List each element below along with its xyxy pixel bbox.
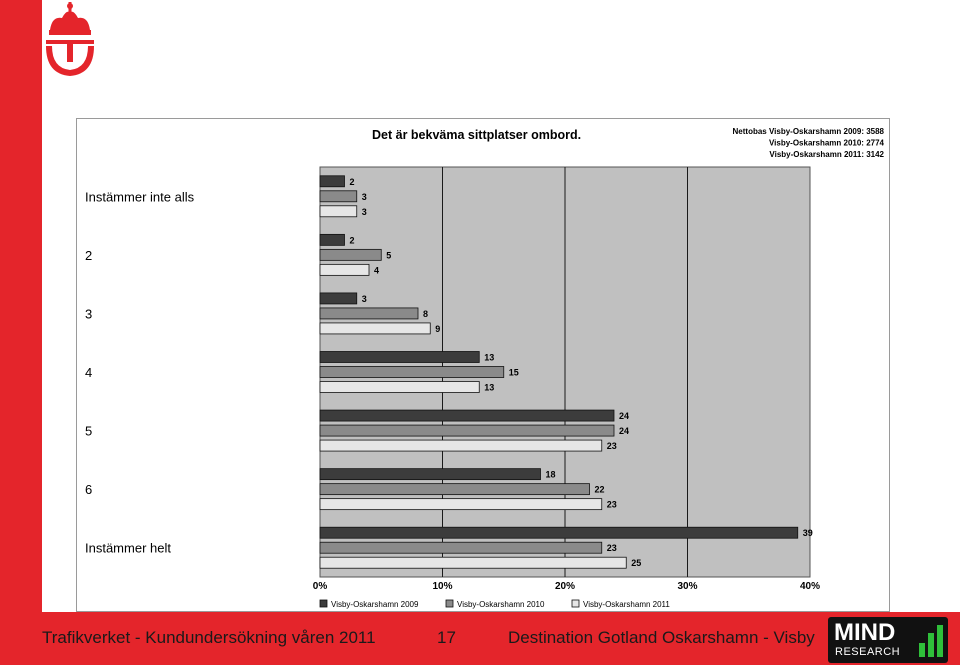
legend-swatch <box>571 599 580 608</box>
data-label: 13 <box>484 353 494 363</box>
category-label: 3 <box>85 306 92 321</box>
data-label: 23 <box>607 441 617 451</box>
bar <box>319 483 590 496</box>
footer-bar <box>0 612 960 665</box>
left-brand-bar <box>0 0 42 612</box>
data-label: 3 <box>362 207 367 217</box>
mind-logo-subtitle: RESEARCH <box>835 646 901 658</box>
bar <box>319 526 799 539</box>
data-label: 24 <box>619 411 629 421</box>
bar <box>319 541 603 554</box>
legend-label: Visby-Oskarshamn 2010 <box>457 600 545 609</box>
data-label: 23 <box>607 543 617 553</box>
x-tick-label: 20% <box>555 581 575 592</box>
bar <box>319 556 627 569</box>
category-label: 6 <box>85 482 92 497</box>
bar <box>319 366 505 378</box>
bar <box>319 175 345 188</box>
data-label: 2 <box>350 177 355 187</box>
bar <box>319 468 541 481</box>
mind-logo-word: MIND <box>834 619 896 646</box>
x-tick-label: 10% <box>432 581 452 592</box>
nettobas-line: Nettobas Visby-Oskarshamn 2009: 3588 <box>733 127 885 136</box>
bar <box>319 409 615 422</box>
footer-survey-title: Trafikverket - Kundundersökning våren 20… <box>42 628 376 647</box>
category-label: 5 <box>85 424 92 439</box>
footer-route: Destination Gotland Oskarshamn - Visby <box>508 628 815 647</box>
bar <box>319 233 345 246</box>
category-label: Instämmer inte alls <box>85 189 195 204</box>
category-label: Instämmer helt <box>85 541 171 556</box>
bar <box>319 307 419 320</box>
bar <box>319 322 431 335</box>
data-label: 2 <box>350 235 355 245</box>
data-label: 3 <box>362 294 367 304</box>
bar <box>319 190 358 203</box>
data-label: 39 <box>803 528 813 538</box>
x-tick-label: 0% <box>313 581 328 592</box>
data-label: 24 <box>619 426 629 436</box>
category-label: 4 <box>85 365 92 380</box>
bar-chart-icon <box>919 625 943 657</box>
bar <box>319 381 480 393</box>
bar <box>319 205 358 218</box>
data-label: 25 <box>631 558 641 568</box>
data-label: 4 <box>374 265 379 275</box>
data-label: 23 <box>607 500 617 510</box>
x-tick-label: 30% <box>677 581 697 592</box>
page-number: 17 <box>437 628 456 647</box>
chart: Det är bekväma sittplatser ombord. Nettob… <box>85 127 885 609</box>
legend-label: Visby-Oskarshamn 2011 <box>583 600 670 609</box>
chart-title: Det är bekväma sittplatser ombord. <box>372 128 581 142</box>
data-label: 15 <box>509 368 519 378</box>
data-label: 9 <box>435 324 440 334</box>
data-label: 5 <box>386 250 391 260</box>
legend-label: Visby-Oskarshamn 2009 <box>331 600 419 609</box>
bar <box>319 424 615 437</box>
bar <box>319 439 603 452</box>
bar <box>319 351 480 363</box>
data-label: 18 <box>546 470 556 480</box>
nettobas-line: Visby-Oskarshamn 2010: 2774 <box>769 139 885 148</box>
legend-swatch <box>445 599 454 608</box>
bar <box>319 263 370 276</box>
data-label: 13 <box>484 383 494 393</box>
legend-swatch <box>319 599 328 608</box>
x-tick-label: 40% <box>800 581 820 592</box>
bar <box>319 498 603 511</box>
bar <box>319 292 358 305</box>
bar <box>319 248 382 261</box>
trafikverket-crown-logo <box>46 2 94 76</box>
category-label: 2 <box>85 248 92 263</box>
data-label: 22 <box>595 485 605 495</box>
data-label: 3 <box>362 192 367 202</box>
nettobas-line: Visby-Oskarshamn 2011: 3142 <box>769 150 884 159</box>
data-label: 8 <box>423 309 428 319</box>
mind-research-logo: MIND RESEARCH <box>828 617 948 663</box>
